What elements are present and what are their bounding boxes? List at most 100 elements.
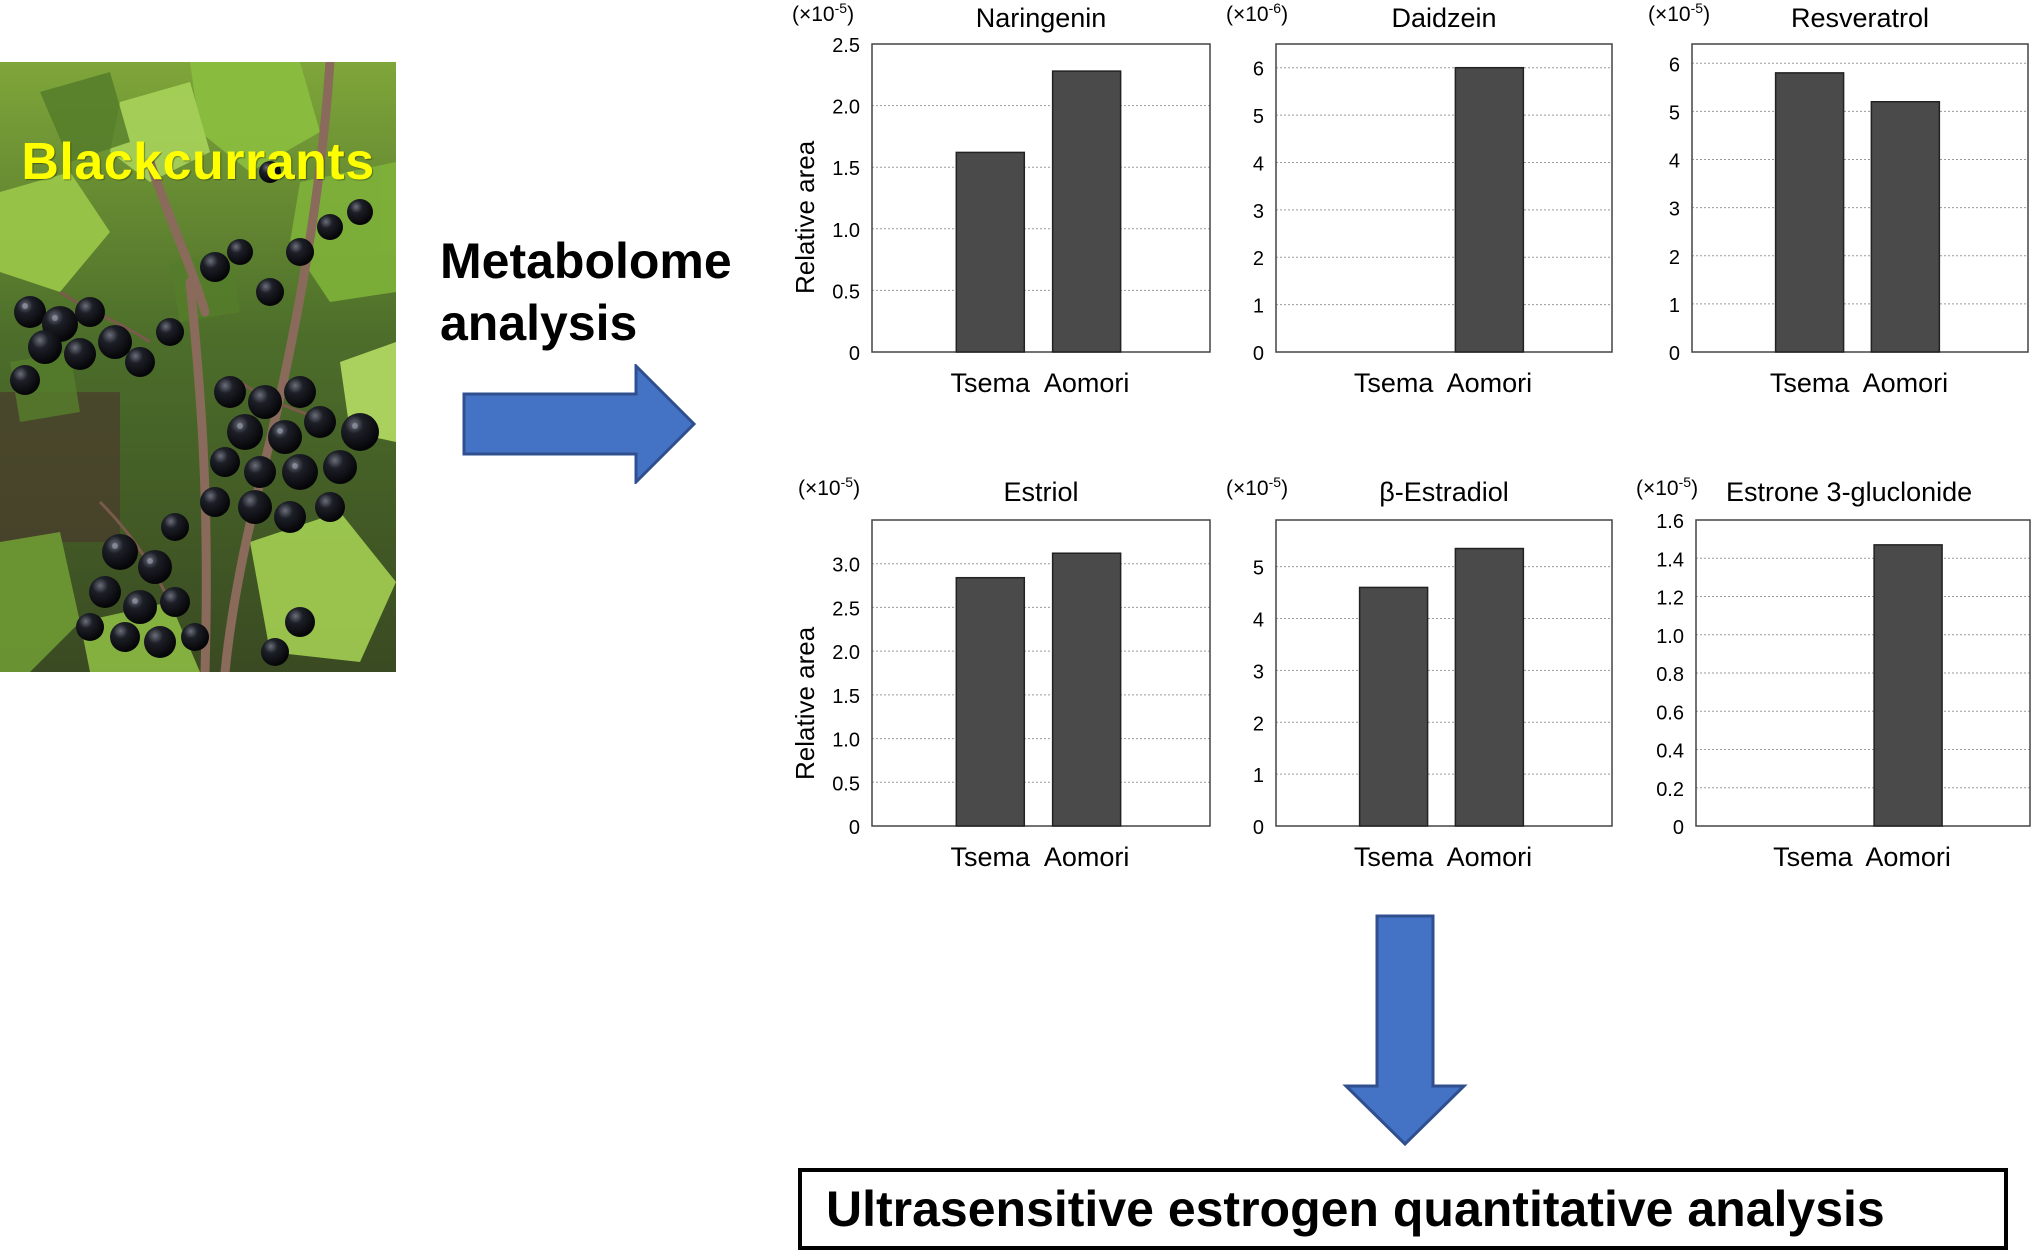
y-tick-label: 1.5 <box>832 686 860 708</box>
bar-tsema <box>1358 586 1429 827</box>
y-tick-label: 2 <box>1669 247 1680 269</box>
y-tick-label: 0.5 <box>832 281 860 303</box>
multiplier-exponent: -5 <box>1690 0 1704 16</box>
x-tick-label: Tsema <box>1770 368 1851 398</box>
bar-aomori <box>1873 544 1943 827</box>
process-label: Metabolome analysis <box>440 233 732 351</box>
y-tick-label: 1.0 <box>832 730 860 752</box>
chart-estrone-3-gluclonide: (×10-5) Estrone 3-gluclonide 0 0.2 0.4 0.6 0… <box>1636 474 2032 874</box>
plot-frame <box>871 519 1211 827</box>
chart-multiplier: (×10-5) <box>1226 474 1289 500</box>
chart-svg: 0 0.2 0.4 0.6 0.8 1.0 1.2 1.4 1.6 Tsema Aomori <box>1656 511 2031 872</box>
chart-multiplier: (×10-5) <box>798 474 861 500</box>
x-tick-label: Tsema <box>951 368 1032 398</box>
y-tick-label: 1 <box>1253 296 1264 318</box>
chart-multiplier: (×10-6) <box>1226 0 1289 26</box>
y-tick-label: 3 <box>1669 199 1680 221</box>
chart-naringenin: (×10-5) Naringenin Relative area 0 0.5 1.0… <box>780 0 1220 400</box>
plot-frame <box>871 43 1211 353</box>
y-tick-label: 0 <box>1669 343 1680 365</box>
multiplier-exponent: -5 <box>840 474 854 490</box>
y-tick-label: 2 <box>1253 713 1264 735</box>
y-tick-label: 1 <box>1253 765 1264 787</box>
blackcurrant-image <box>0 62 396 672</box>
y-tick-label: 0 <box>1253 817 1264 839</box>
multiplier-text: (×10 <box>792 3 835 26</box>
y-tick-label: 4 <box>1669 151 1680 173</box>
bar-tsema <box>1774 72 1845 353</box>
x-tick-label: Tsema <box>1354 842 1435 872</box>
y-tick-label: 1.0 <box>832 220 860 242</box>
chart-svg: 0 0.5 1.0 1.5 2.0 2.5 3.0 Tsema Aomori <box>832 519 1211 872</box>
multiplier-text: (×10 <box>1636 477 1679 500</box>
y-tick-label: 0 <box>1673 817 1684 839</box>
x-tick-label: Aomori <box>1044 368 1130 398</box>
multiplier-text: (×10 <box>1226 477 1269 500</box>
chart-title: Estriol <box>1003 477 1079 507</box>
x-tick-label: Tsema <box>951 842 1032 872</box>
chart-svg: 0 1 2 3 4 5 Tsema Aomori <box>1253 519 1613 872</box>
y-tick-label: 3.0 <box>832 555 860 577</box>
y-tick-label: 1.4 <box>1656 549 1684 571</box>
multiplier-exponent: -5 <box>1678 474 1692 490</box>
y-tick-label: 3 <box>1253 661 1264 683</box>
chart-title: Naringenin <box>975 3 1107 33</box>
multiplier-exponent: -5 <box>834 0 848 16</box>
bar-tsema <box>955 151 1026 353</box>
multiplier-exponent: -5 <box>1268 474 1282 490</box>
blackcurrant-photo: Blackcurrants <box>0 62 396 672</box>
y-tick-label: 0 <box>849 343 860 365</box>
plot-frame <box>1275 519 1613 827</box>
y-tick-label: 0.8 <box>1656 664 1684 686</box>
bar-aomori <box>1454 66 1525 353</box>
bar-aomori <box>1051 552 1122 827</box>
bar-tsema <box>955 576 1026 827</box>
y-tick-label: 2 <box>1253 248 1264 270</box>
x-tick-label: Aomori <box>1447 842 1533 872</box>
y-tick-label: 1.5 <box>832 158 860 180</box>
chart-svg: 0 1 2 3 4 5 6 Tsema Aomori <box>1669 43 2029 398</box>
y-tick-label: 4 <box>1253 610 1264 632</box>
y-tick-label: 3 <box>1253 201 1264 223</box>
chart-multiplier: (×10-5) <box>1636 474 1699 500</box>
chart-daidzein: (×10-6) Daidzein 0 1 2 3 4 5 6 Tsema Aomori <box>1220 0 1620 400</box>
plot-frame <box>1691 43 2029 353</box>
chart-title: Resveratrol <box>1790 3 1930 33</box>
y-tick-label: 5 <box>1669 102 1680 124</box>
chart-resveratrol: (×10-5) Resveratrol 0 1 2 3 4 5 6 Tsema Aomori <box>1640 0 2032 400</box>
y-tick-label: 5 <box>1253 558 1264 580</box>
x-tick-label: Aomori <box>1044 842 1130 872</box>
chart-title: Daidzein <box>1391 3 1497 33</box>
chart-beta-estradiol: (×10-5) β-Estradiol 0 1 2 3 4 5 Tsema Aomori <box>1220 474 1620 874</box>
result-label: Ultrasensitive estrogen quantitative ana… <box>826 1181 1885 1237</box>
y-tick-label: 0 <box>1253 343 1264 365</box>
down-arrow-icon <box>1342 914 1468 1147</box>
y-tick-label: 6 <box>1253 59 1264 81</box>
y-tick-label: 1.2 <box>1656 588 1684 610</box>
plot-frame <box>1275 43 1613 353</box>
y-tick-label: 1.6 <box>1656 511 1684 533</box>
y-tick-label: 2.5 <box>832 598 860 620</box>
x-tick-label: Tsema <box>1354 368 1435 398</box>
chart-title: β-Estradiol <box>1379 477 1509 507</box>
bar-aomori <box>1454 547 1525 827</box>
x-tick-label: Tsema <box>1773 842 1854 872</box>
chart-multiplier: (×10-5) <box>792 0 855 26</box>
x-tick-label: Aomori <box>1865 842 1951 872</box>
chart-estriol: (×10-5) Estriol Relative area 0 0.5 1.0 1.5… <box>780 474 1220 874</box>
plot-frame <box>1695 519 2031 827</box>
chart-multiplier: (×10-5) <box>1648 0 1711 26</box>
y-tick-label: 1 <box>1669 295 1680 317</box>
y-tick-label: 0 <box>849 817 860 839</box>
y-tick-label: 0.2 <box>1656 779 1684 801</box>
bar-aomori <box>1051 70 1122 353</box>
y-tick-label: 5 <box>1253 106 1264 128</box>
chart-svg: 0 0.5 1.0 1.5 2.0 2.5 Tsema Aomori <box>832 35 1211 398</box>
y-tick-label: 0.6 <box>1656 702 1684 724</box>
multiplier-exponent: -6 <box>1268 0 1282 16</box>
chart-title: Estrone 3-gluclonide <box>1726 477 1973 507</box>
result-box: Ultrasensitive estrogen quantitative ana… <box>798 1168 2008 1250</box>
bar-aomori <box>1870 101 1941 353</box>
right-arrow-icon <box>462 364 697 484</box>
photo-label: Blackcurrants <box>21 133 375 191</box>
